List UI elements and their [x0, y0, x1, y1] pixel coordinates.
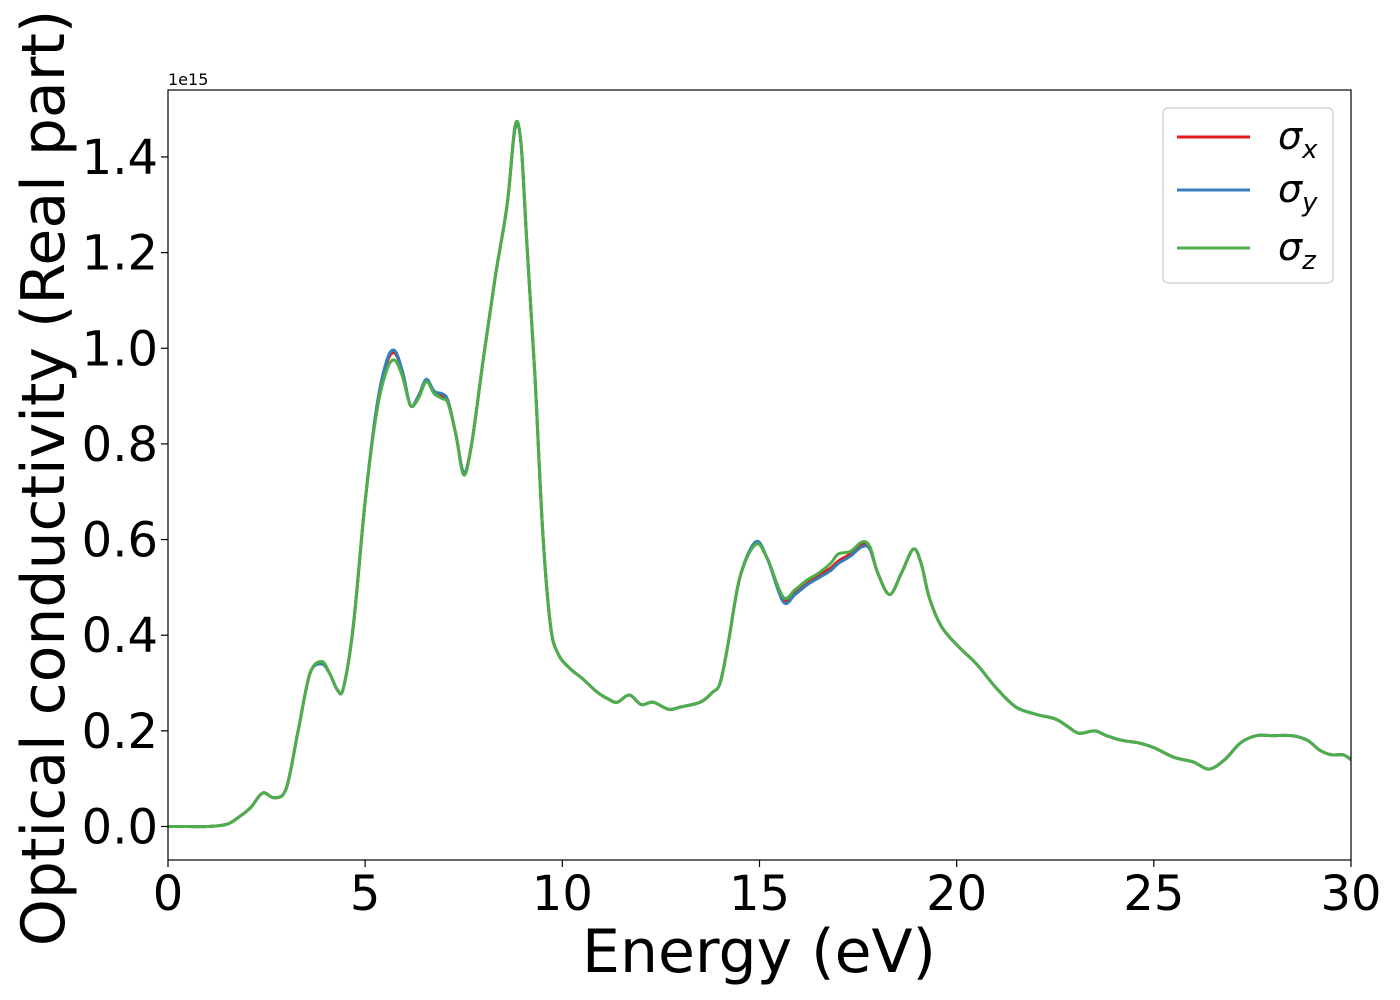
axes: 0 5 10 15 20 25 30 0.0 0.2 0.4 0.6 0.8 1.0 1.2 1.4: [82, 89, 1382, 922]
y-axis-title: Optical conductivity (Real part): [9, 10, 79, 947]
x-tick-label: 20: [926, 866, 987, 922]
series-lines: [168, 119, 1351, 829]
x-tick-label: 5: [350, 866, 381, 922]
x-tick-label: 25: [1123, 866, 1184, 922]
y-tick-label: 0.2: [82, 704, 158, 760]
y-tick-label: 0.4: [82, 608, 158, 664]
x-tick-label: 0: [153, 866, 184, 922]
x-tick-label: 30: [1320, 866, 1381, 922]
x-tick-label: 15: [729, 866, 790, 922]
y-tick-label: 1.2: [82, 226, 158, 282]
y-tick-label: 0.0: [82, 800, 158, 856]
y-tick-label: 0.8: [82, 417, 158, 473]
legend-box: [1162, 107, 1334, 284]
series-line-z: [168, 119, 1351, 829]
x-tick-label: 10: [532, 866, 593, 922]
x-axis-title: Energy (eV): [582, 917, 936, 987]
y-tick-label: 1.4: [82, 130, 158, 186]
y-tick-label: 1.0: [82, 321, 158, 377]
plot-area: [168, 119, 1351, 829]
y-tick-label: 0.6: [82, 513, 158, 569]
y-axis-offset-label: 1e15: [168, 70, 208, 89]
